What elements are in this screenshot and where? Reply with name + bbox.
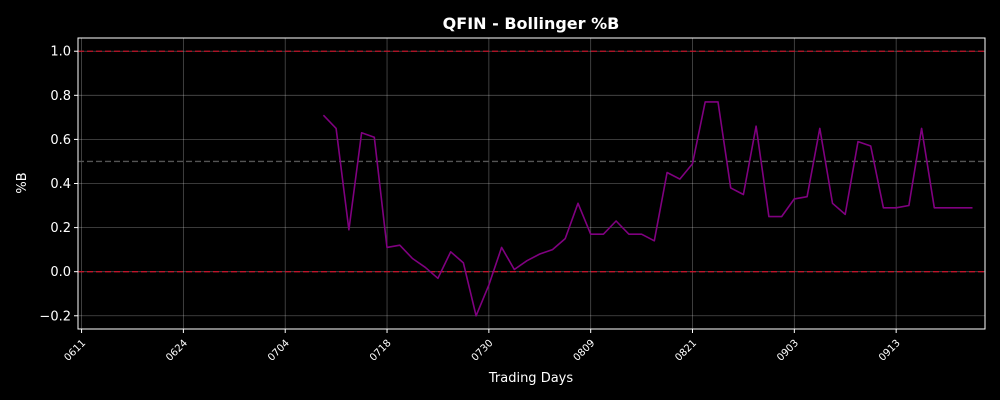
- y-axis-label: %B: [15, 172, 30, 193]
- y-tick-label: 1.0: [50, 45, 71, 60]
- y-tick-label: 0.6: [50, 133, 71, 148]
- percent-b-line: [322, 101, 973, 317]
- y-tick-label: 0.4: [50, 177, 71, 192]
- plot-frame: [77, 37, 986, 330]
- chart-title: QFIN - Bollinger %B: [443, 14, 620, 33]
- y-tick-label: 0.2: [50, 221, 71, 236]
- y-tick-label: 0.0: [50, 265, 71, 280]
- x-axis-label: Trading Days: [488, 371, 573, 386]
- y-tick-label: −0.2: [39, 309, 71, 324]
- y-tick-label: 0.8: [50, 89, 71, 104]
